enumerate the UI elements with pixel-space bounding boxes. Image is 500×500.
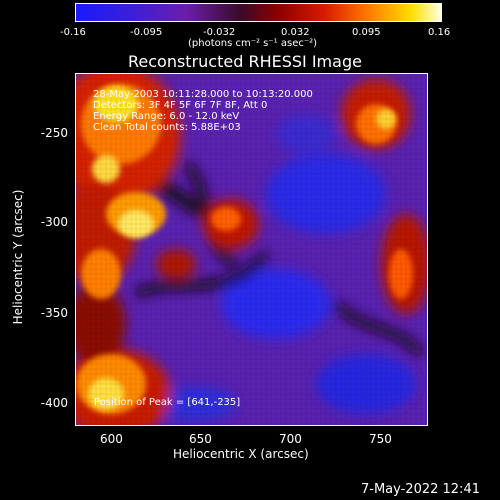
rhessi-map	[76, 74, 427, 425]
plot-title: Reconstructed RHESSI Image	[128, 52, 362, 71]
overlay-time-range: 28-May-2003 10:11:28.000 to 10:13:20.000	[93, 89, 313, 100]
y-tick: -300	[40, 215, 68, 229]
y-tick: -250	[40, 126, 68, 140]
colorbar-tick: -0.095	[130, 27, 163, 38]
overlay-energy-range: Energy Range: 6.0 - 12.0 keV	[93, 111, 240, 122]
overlay-detectors: Detectors: 3F 4F 5F 6F 7F 8F, Att 0	[93, 100, 268, 111]
colorbar-tick: 0.032	[281, 27, 310, 38]
x-axis-label: Heliocentric X (arcsec)	[173, 447, 309, 461]
x-tick: 700	[279, 432, 302, 446]
y-axis-label: Heliocentric Y (arcsec)	[11, 189, 25, 325]
rhessi-image	[75, 73, 428, 426]
colorbar-tick: -0.16	[60, 27, 86, 38]
overlay-peak-position: Position of Peak = [641,-235]	[94, 397, 241, 408]
x-tick: 600	[100, 432, 123, 446]
colorbar-tick: -0.032	[203, 27, 236, 38]
x-tick: 650	[189, 432, 212, 446]
colorbar-tick: 0.095	[352, 27, 381, 38]
y-tick: -400	[40, 396, 68, 410]
y-tick: -350	[40, 306, 68, 320]
colorbar	[75, 3, 442, 22]
timestamp: 7-May-2022 12:41	[361, 482, 480, 497]
x-tick: 750	[369, 432, 392, 446]
overlay-clean-counts: Clean Total counts: 5.88E+03	[93, 122, 241, 133]
colorbar-tick: 0.16	[428, 27, 451, 38]
colorbar-unit-label: (photons cm⁻² s⁻¹ asec⁻²)	[188, 38, 318, 49]
